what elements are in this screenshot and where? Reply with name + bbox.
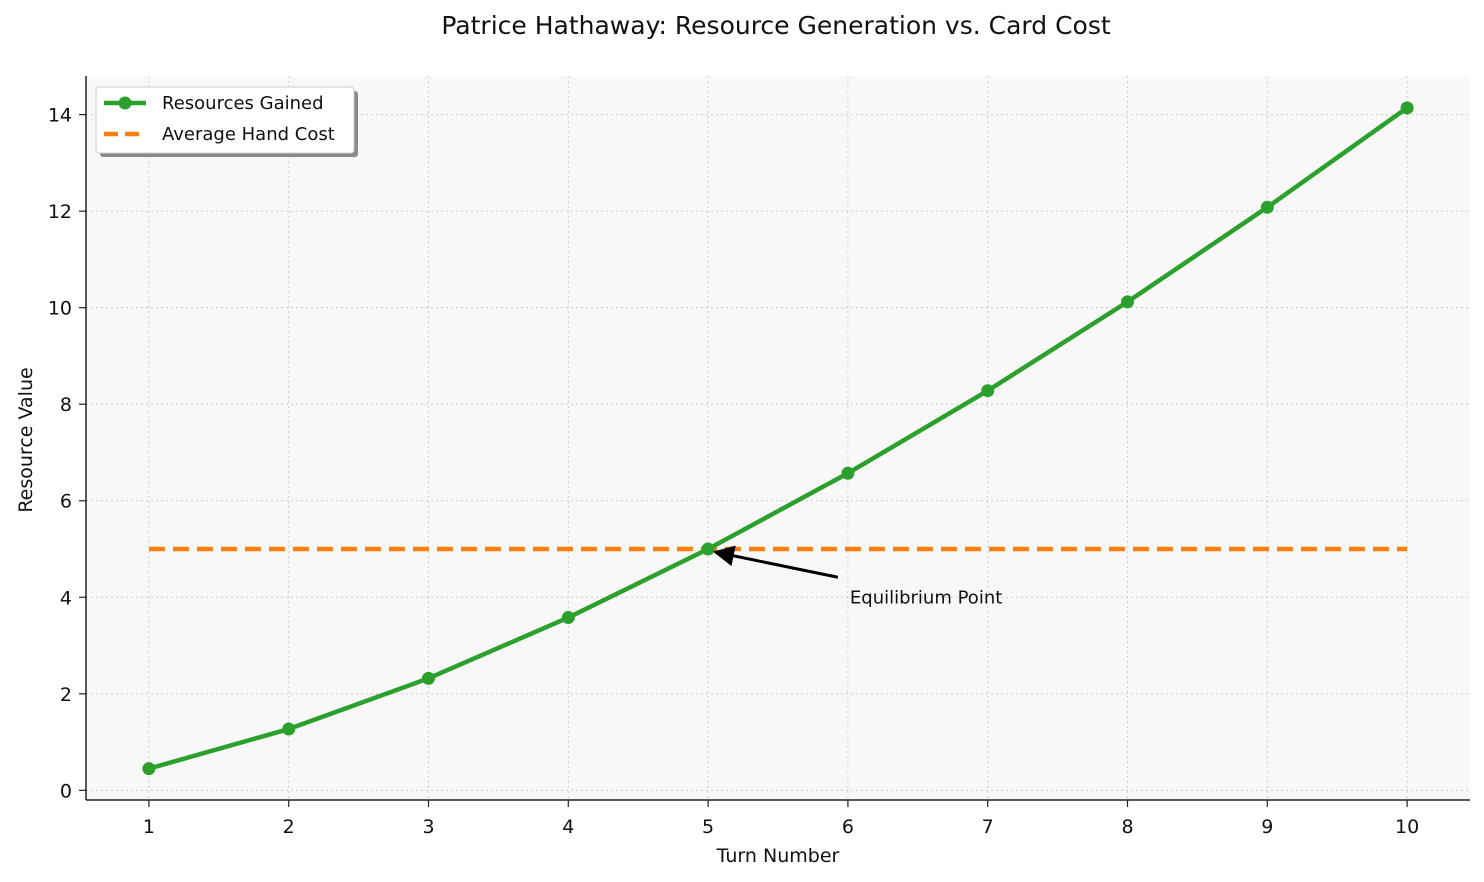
legend-label: Resources Gained	[162, 93, 324, 114]
x-axis-label: Turn Number	[716, 845, 840, 867]
x-tick-label: 5	[702, 816, 714, 838]
data-point	[142, 762, 156, 776]
data-point	[1400, 101, 1414, 115]
y-tick-label: 4	[60, 587, 72, 609]
legend-box	[95, 86, 355, 154]
y-tick-label: 8	[60, 394, 72, 416]
legend-swatch-marker	[118, 96, 132, 110]
annotation-layer: Equilibrium Point	[713, 545, 1002, 608]
chart-title: Patrice Hathaway: Resource Generation vs…	[441, 11, 1110, 40]
series-line-resources-gained	[148, 106, 1409, 771]
data-point	[282, 722, 296, 736]
y-tick-label: 0	[60, 780, 72, 802]
data-point	[701, 542, 715, 556]
x-tick-label: 3	[422, 816, 434, 838]
y-tick-label: 10	[48, 298, 72, 320]
y-tick-label: 2	[60, 684, 72, 706]
x-tick-label: 4	[562, 816, 574, 838]
annotation-label: Equilibrium Point	[850, 587, 1002, 608]
x-axis-ticks: 1 2 3 4 5 6 7 8 9 10	[143, 800, 1419, 838]
annotation-arrow	[713, 545, 839, 579]
data-point	[561, 611, 575, 625]
y-tick-label: 6	[60, 491, 72, 513]
data-point	[1120, 295, 1134, 309]
x-tick-label: 8	[1121, 816, 1133, 838]
axes	[85, 76, 1470, 801]
y-axis-ticks: 0 2 4 6 8 10 12 14	[48, 105, 86, 802]
data-point	[1260, 200, 1274, 214]
x-tick-label: 1	[143, 816, 155, 838]
legend: Resources Gained Average Hand Cost	[95, 86, 358, 157]
y-tick-label: 12	[48, 201, 72, 223]
x-tick-label: 9	[1261, 816, 1273, 838]
data-point	[422, 671, 436, 685]
x-tick-label: 7	[982, 816, 994, 838]
grid-lines	[86, 76, 1470, 800]
x-tick-label: 2	[283, 816, 295, 838]
y-tick-label: 14	[48, 105, 72, 127]
plot-area	[86, 76, 1470, 800]
legend-label: Average Hand Cost	[162, 124, 335, 145]
data-point	[841, 466, 855, 480]
x-tick-label: 6	[842, 816, 854, 838]
series-layer	[142, 101, 1414, 776]
y-axis-label: Resource Value	[15, 367, 37, 512]
data-point	[981, 384, 995, 398]
x-tick-label: 10	[1395, 816, 1419, 838]
